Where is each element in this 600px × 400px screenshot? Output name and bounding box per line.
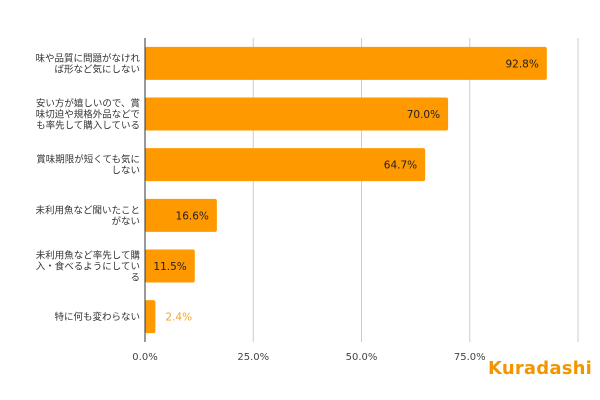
value-label: 16.6% <box>176 210 209 222</box>
value-label: 11.5% <box>153 261 186 273</box>
category-label: 賞味期限が短くても気にしない <box>36 154 140 177</box>
category-label-line: 味や品質に問題がなけれ <box>35 52 140 64</box>
bar <box>145 46 547 80</box>
category-label-line: 賞味期限が短くても気に <box>36 154 140 166</box>
value-label: 70.0% <box>407 109 440 121</box>
x-tick-label: 25.0% <box>237 352 269 363</box>
x-tick-label: 75.0% <box>454 352 486 363</box>
logo-letter-k: K <box>488 358 502 379</box>
category-label-line: しない <box>111 166 140 177</box>
category-label-line: る <box>130 273 140 284</box>
category-label-line: 入・食べるようにしてい <box>36 261 140 273</box>
category-label-line: 安い方が嬉しいので、賞 <box>36 98 140 110</box>
category-label: 未利用魚など聞いたことがない <box>35 204 140 227</box>
category-label-line: ば形など気にしない <box>54 63 140 75</box>
value-label: 2.4% <box>165 312 192 324</box>
kuradashi-logo: Kuradashi <box>488 358 592 379</box>
category-label: 味や品質に問題がなければ形など気にしない <box>35 52 140 75</box>
category-labels: 味や品質に問題がなければ形など気にしない安い方が嬉しいので、賞味切迫や規格外品な… <box>35 52 140 323</box>
category-label: 安い方が嬉しいので、賞味切迫や規格外品などでも率先して購入している <box>36 98 140 132</box>
bar <box>145 148 426 182</box>
gridlines <box>252 38 579 342</box>
value-labels: 92.8% 70.0% 64.7% 16.6% 11.5% 2.4% <box>153 58 538 323</box>
category-label-line: 未利用魚など率先して購 <box>36 250 141 262</box>
bars <box>145 46 547 334</box>
value-label: 92.8% <box>505 58 538 70</box>
category-label-line: 特に何も変わらない <box>54 311 140 323</box>
bar <box>145 249 195 283</box>
category-label: 未利用魚など率先して購入・食べるようにしている <box>36 250 141 284</box>
x-axis-tick-labels: 0.0% 25.0% 50.0% 75.0% <box>132 352 485 363</box>
category-label: 特に何も変わらない <box>54 311 140 323</box>
bar <box>145 97 449 131</box>
x-tick-label: 0.0% <box>132 352 157 363</box>
value-label: 64.7% <box>384 160 417 172</box>
bar <box>145 198 217 232</box>
logo-text: uradashi <box>501 358 593 379</box>
bar <box>145 300 156 334</box>
category-label-line: も率先して購入している <box>36 120 140 132</box>
category-label-line: 味切迫や規格外品などで <box>36 109 140 121</box>
x-tick-label: 50.0% <box>346 352 378 363</box>
category-label-line: がない <box>111 215 140 227</box>
category-label-line: 未利用魚など聞いたこと <box>35 204 140 216</box>
